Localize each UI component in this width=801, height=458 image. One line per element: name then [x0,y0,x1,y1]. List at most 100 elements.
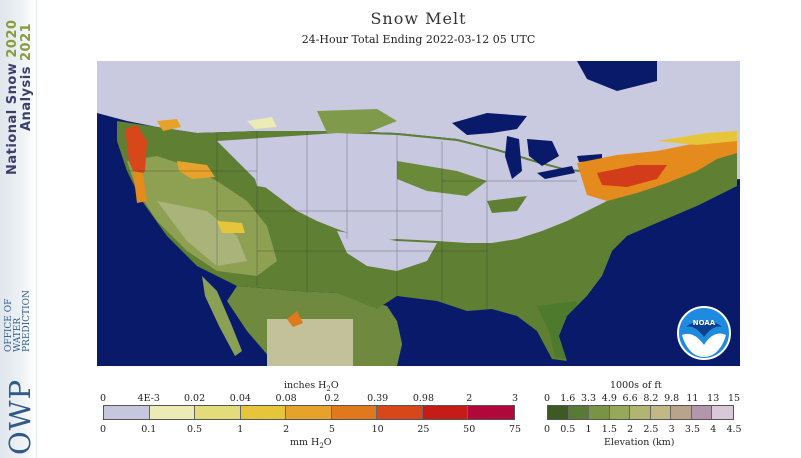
legend-melt-inch-tick-label: 0.02 [183,393,206,404]
pacific-block [97,241,127,366]
melt-utah [217,221,245,233]
legend-melt-mm-tick-label: 1 [237,424,244,435]
legend-elevation-swatch [589,406,610,419]
legend-elevation-swatch [568,406,590,419]
legend-melt-inch-tick-label: 4E-3 [137,393,160,404]
legend-elevation-km-tick-label: 2 [627,424,634,435]
legend-elevation-swatch [650,406,672,419]
legend-melt-mm-tick-label: 5 [328,424,335,435]
legend-elevation-swatch [712,406,733,419]
legend-melt-mm-tick-label: 2 [283,424,290,435]
legend-elevation-km-tick-label: 0.5 [560,424,576,435]
legend-elevation-km-tick-label: 0 [543,424,551,435]
owp-branding-strip: National Snow 2020 Analysis 2021 OWP OFF… [0,0,37,458]
legend-melt-swatch [286,406,332,419]
legend-melt-inch-tick-label: 0.08 [275,393,297,404]
map-svg [97,61,740,366]
legend-elevation-bottom-unit: Elevation (km) [604,437,675,448]
snow-cover-rockies [247,146,307,191]
melt-texas-spot [287,311,303,327]
lake-superior [452,113,527,135]
snow-melt-map[interactable] [97,61,740,366]
legend-elevation-swatch [548,406,569,419]
legend-elevation-top-unit: 1000s of ft [610,380,662,391]
legend-elevation-swatch [671,406,692,419]
melt-northeast-core [597,165,667,187]
legend-elevation-ft-tick-label: 6.6 [622,393,638,404]
gulf-of-mexico [397,311,557,366]
legend-melt-mm-tick-label: 50 [463,424,476,435]
legend-melt-top-unit: inches H2O [284,380,339,393]
legend-melt-swatch [422,406,469,419]
great-basin [157,201,247,266]
legend-melt-inch-tick-label: 3 [511,393,519,404]
hudson-bay [577,61,657,91]
legend-melt-swatch [149,406,196,419]
legend-elevation-ft-tick-label: 8.2 [643,393,659,404]
legend-melt-mm-tick-label: 10 [371,424,384,435]
legend-melt-swatch [468,406,514,419]
legend-melt-inch-tick-label: 0 [99,393,107,404]
product-word-national: National [5,109,20,175]
baja-peninsula [202,276,242,356]
legend-melt-inch-tick-label: 0.04 [229,393,251,404]
legend-melt-inch-tick-label: 2 [466,393,473,404]
legend-melt-swatch [104,406,150,419]
legend-melt-swatch [195,406,241,419]
legend-melt-inch-tick-label: 0.98 [412,393,435,404]
canada-bare-ground [317,109,397,133]
state-borders [127,131,577,311]
legend-elevation-km-tick-label: 4 [710,424,717,435]
legend-elevation-km-tick-label: 1 [585,424,592,435]
legend-elevation-swatch [609,406,631,419]
legend-melt-mm-tick-label: 0.1 [141,424,157,435]
legend-melt-bottom-unit: mm H2O [290,437,332,450]
legend-elevation-swatch [691,406,713,419]
lake-huron [527,139,559,166]
noaa-logo: NOAA [677,306,731,360]
owp-org-name: OFFICE OF WATER PREDICTION [4,290,32,352]
melt-idaho [177,161,215,179]
legend-elevation-ft-tick-label: 13 [707,393,720,404]
legend-elevation-ft-tick-label: 3.3 [580,393,597,404]
legend-elevation-km-tick-label: 4.5 [726,424,742,435]
map-title: Snow Melt [370,9,467,28]
mexico-masked-area [267,319,353,366]
legend-elevation-km-tick-label: 2.5 [643,424,659,435]
legend-melt-swatch [331,406,378,419]
legend-melt-inch-tick-label: 0.2 [324,393,340,404]
legend-elevation-km-tick-label: 3.5 [684,424,700,435]
product-word-snow: Snow [5,62,20,105]
legend-elevation-ft-tick-label: 11 [686,393,699,404]
melt-cascades [125,125,147,181]
melt-oregon [133,171,147,203]
legend-elevation-km-tick-label: 3 [668,424,675,435]
owp-acronym: OWP [3,378,37,455]
lake-erie [537,166,575,179]
product-word-analysis: Analysis [19,66,34,131]
legend-melt-mm-tick-label: 0.5 [186,424,203,435]
owp-org-line3: PREDICTION [22,290,32,352]
map-subtitle: 24-Hour Total Ending 2022-03-12 05 UTC [301,33,536,46]
legend-melt-colorbar [103,405,515,420]
legend-elevation-ft-tick-label: 1.6 [560,393,576,404]
midwest-bare-patch [487,196,527,213]
legend-elevation-ft-tick-label: 9.8 [664,393,680,404]
legend-melt-mm-tick-label: 0 [99,424,107,435]
legend-elevation-ft-tick-label: 4.9 [601,393,617,404]
legend-elevation-swatch [630,406,651,419]
legend-melt-mm-tick-label: 25 [417,424,430,435]
melt-montana-light [247,117,277,129]
lake-michigan [505,136,522,179]
noaa-logo-text: NOAA [693,319,716,327]
legend-elevation-km-tick-label: 1.5 [601,424,617,435]
legend-melt-mm-tick-label: 75 [508,424,522,435]
legend-elevation-ft-tick-label: 0 [543,393,551,404]
product-year-2021: 2021 [19,22,34,62]
product-year-2020: 2020 [5,19,20,58]
legend-melt-swatch [240,406,287,419]
legend-elevation-colorbar [547,405,734,420]
legend-melt-swatch [377,406,423,419]
legend-elevation-ft-tick-label: 15 [727,393,741,404]
melt-new-england [657,131,737,145]
